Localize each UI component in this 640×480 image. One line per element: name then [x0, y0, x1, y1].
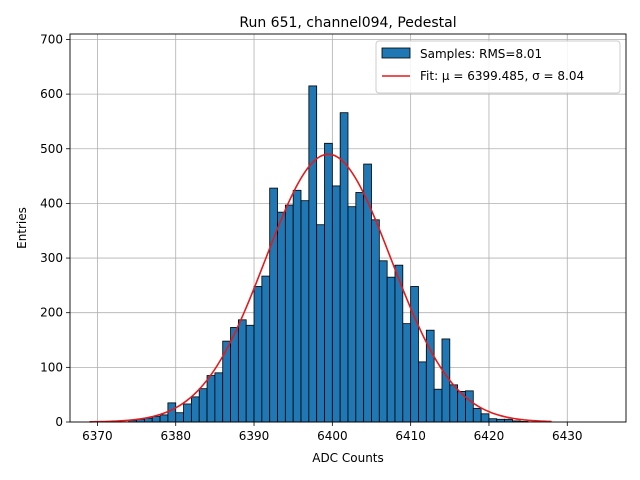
histogram-bar	[371, 219, 380, 423]
x-tick-label: 6400	[317, 429, 348, 443]
histogram-bar	[253, 286, 263, 423]
histogram-bar	[237, 319, 247, 423]
gaussian-fit-curve	[89, 153, 552, 423]
histogram-bar	[402, 323, 412, 423]
histogram-bars	[104, 85, 529, 423]
histogram-bar	[410, 286, 419, 423]
histogram-bar	[151, 416, 161, 423]
histogram-bar	[277, 211, 286, 423]
histogram-bar	[269, 187, 278, 423]
x-tick-label: 6420	[474, 429, 505, 443]
histogram-bar	[441, 338, 451, 423]
histogram-bar	[394, 264, 404, 423]
histogram-bar	[472, 407, 482, 423]
x-axis-ticks: 6370 6380 6390 6400 6410 6420 6430	[82, 422, 583, 443]
histogram-bar	[198, 388, 208, 423]
histogram-bar	[214, 372, 224, 423]
histogram-bar	[488, 418, 498, 423]
x-tick-label: 6370	[82, 429, 113, 443]
y-tick-label: 300	[40, 251, 63, 265]
histogram-bar	[308, 85, 318, 423]
legend-samples-swatch	[381, 47, 411, 59]
legend: Samples: RMS=8.01 Fit: μ = 6399.485, σ =…	[375, 40, 621, 94]
histogram-bar	[316, 224, 325, 423]
histogram-bar	[190, 396, 200, 423]
histogram-bar	[480, 413, 490, 423]
y-tick-label: 0	[55, 415, 63, 429]
histogram-bar	[347, 206, 357, 423]
y-tick-label: 200	[40, 306, 63, 320]
histogram-bar	[167, 402, 177, 423]
histogram-bar	[300, 200, 310, 423]
histogram-bar	[418, 361, 427, 423]
y-axis-ticks: 0 100 200 300 400 500 600 700	[40, 32, 70, 429]
histogram-bar	[245, 324, 255, 423]
legend-samples-label: Samples: RMS=8.01	[420, 47, 542, 61]
plot-frame	[69, 33, 627, 423]
histogram-bar	[292, 189, 302, 423]
histogram-bar	[324, 142, 333, 423]
histogram-bar	[183, 403, 192, 423]
x-tick-label: 6380	[160, 429, 191, 443]
histogram-bar	[433, 388, 443, 423]
histogram-bar	[159, 414, 169, 423]
histogram-bar	[206, 375, 216, 423]
legend-box	[375, 40, 621, 94]
y-tick-label: 400	[40, 196, 63, 210]
y-axis-label: Entries	[15, 207, 29, 249]
chart-title: Run 651, channel094, Pedestal	[239, 15, 456, 31]
histogram-bar	[261, 275, 271, 423]
histogram-bar	[378, 260, 388, 423]
histogram-bar	[386, 276, 396, 423]
x-tick-label: 6390	[239, 429, 270, 443]
histogram-bar	[284, 204, 294, 423]
legend-fit-label: Fit: μ = 6399.485, σ = 8.04	[420, 69, 584, 83]
y-tick-label: 500	[40, 142, 63, 156]
y-tick-label: 600	[40, 87, 63, 101]
y-tick-label: 100	[40, 360, 63, 374]
x-tick-label: 6410	[395, 429, 426, 443]
x-tick-label: 6430	[552, 429, 583, 443]
y-tick-label: 700	[40, 32, 63, 46]
histogram-bar	[355, 192, 365, 423]
histogram-bar	[175, 412, 184, 423]
histogram-bar	[449, 384, 459, 423]
histogram-bar	[331, 185, 341, 423]
histogram-bar	[465, 390, 474, 423]
x-axis-label: ADC Counts	[312, 451, 384, 465]
histogram-bar	[230, 327, 239, 423]
